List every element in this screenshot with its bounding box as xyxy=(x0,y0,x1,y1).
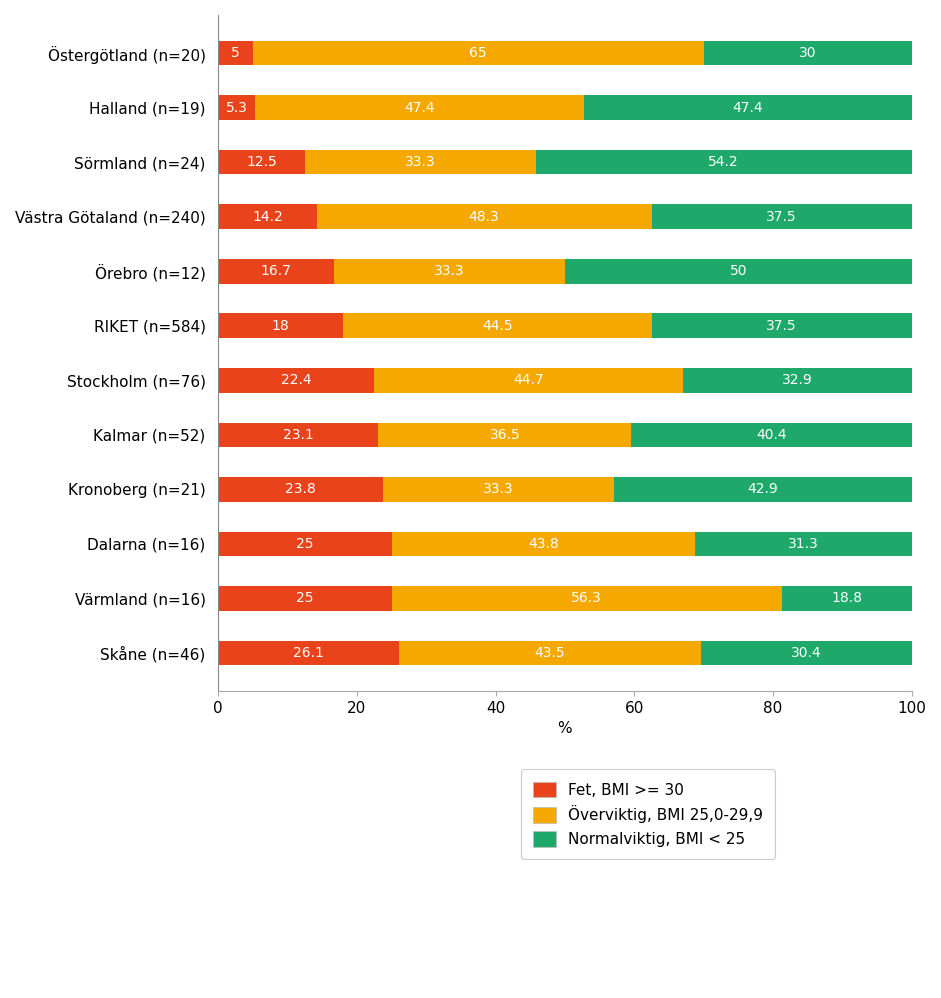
Bar xyxy=(535,150,912,175)
Bar xyxy=(383,477,614,502)
Text: 50: 50 xyxy=(729,264,747,278)
Text: 65: 65 xyxy=(470,46,487,60)
Text: 22.4: 22.4 xyxy=(280,373,311,387)
Bar xyxy=(683,368,912,392)
Text: 43.8: 43.8 xyxy=(528,537,559,551)
Text: 30.4: 30.4 xyxy=(790,646,821,660)
Bar xyxy=(399,641,701,665)
Text: 48.3: 48.3 xyxy=(469,210,500,224)
Bar xyxy=(343,313,651,338)
Bar xyxy=(391,586,782,611)
Bar xyxy=(218,422,378,447)
Text: 5: 5 xyxy=(231,46,240,60)
Bar xyxy=(305,150,535,175)
Text: 54.2: 54.2 xyxy=(709,156,739,170)
Text: 43.5: 43.5 xyxy=(534,646,566,660)
Bar xyxy=(218,532,391,556)
Text: 30: 30 xyxy=(799,46,816,60)
Bar xyxy=(565,258,912,283)
Bar xyxy=(253,41,704,66)
Text: 33.3: 33.3 xyxy=(405,156,436,170)
Bar xyxy=(218,368,374,392)
Text: 23.8: 23.8 xyxy=(285,482,316,496)
Text: 33.3: 33.3 xyxy=(434,264,465,278)
Text: 5.3: 5.3 xyxy=(226,101,247,115)
Text: 18: 18 xyxy=(272,318,290,332)
Bar xyxy=(631,422,912,447)
Text: 12.5: 12.5 xyxy=(247,156,277,170)
Bar xyxy=(218,96,255,120)
Bar xyxy=(782,586,912,611)
Text: 44.5: 44.5 xyxy=(482,318,513,332)
Bar xyxy=(374,368,683,392)
Bar xyxy=(218,477,383,502)
Text: 47.4: 47.4 xyxy=(404,101,435,115)
Bar xyxy=(701,641,912,665)
Bar xyxy=(614,477,912,502)
Bar xyxy=(378,422,631,447)
Text: 56.3: 56.3 xyxy=(571,592,602,606)
Bar xyxy=(583,96,912,120)
Text: 14.2: 14.2 xyxy=(252,210,283,224)
Text: 16.7: 16.7 xyxy=(261,264,292,278)
Bar xyxy=(317,205,651,229)
Bar xyxy=(651,205,912,229)
Text: 33.3: 33.3 xyxy=(484,482,514,496)
Bar xyxy=(218,313,343,338)
Bar xyxy=(218,258,334,283)
Text: 37.5: 37.5 xyxy=(766,318,797,332)
Bar xyxy=(218,586,391,611)
Bar xyxy=(391,532,695,556)
Text: 42.9: 42.9 xyxy=(747,482,778,496)
Bar xyxy=(255,96,583,120)
Bar xyxy=(704,41,912,66)
Text: 44.7: 44.7 xyxy=(513,373,544,387)
Bar xyxy=(218,641,399,665)
Bar xyxy=(334,258,565,283)
Text: 26.1: 26.1 xyxy=(294,646,324,660)
Text: 25: 25 xyxy=(296,537,313,551)
Text: 31.3: 31.3 xyxy=(789,537,819,551)
Bar xyxy=(651,313,912,338)
Bar xyxy=(695,532,912,556)
Legend: Fet, BMI >= 30, Överviktig, BMI 25,0-29,9, Normalviktig, BMI < 25: Fet, BMI >= 30, Överviktig, BMI 25,0-29,… xyxy=(520,769,775,859)
Text: 37.5: 37.5 xyxy=(766,210,797,224)
Text: 32.9: 32.9 xyxy=(782,373,813,387)
Text: 36.5: 36.5 xyxy=(489,428,520,442)
Text: 25: 25 xyxy=(296,592,313,606)
Text: 40.4: 40.4 xyxy=(757,428,787,442)
Bar xyxy=(218,150,305,175)
Text: 23.1: 23.1 xyxy=(283,428,313,442)
Text: 18.8: 18.8 xyxy=(832,592,863,606)
Text: 47.4: 47.4 xyxy=(733,101,763,115)
X-axis label: %: % xyxy=(558,722,572,737)
Bar xyxy=(218,41,253,66)
Bar xyxy=(218,205,317,229)
